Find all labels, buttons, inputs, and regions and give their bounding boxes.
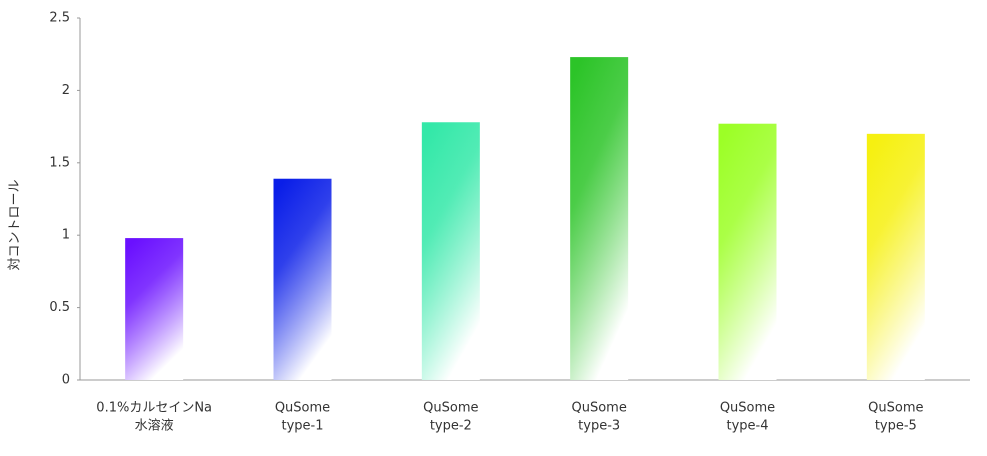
y-axis-label: 対コントロール [8,179,23,270]
y-tick-label: 1.5 [49,155,70,170]
x-tick-label: QuSome [868,401,923,416]
x-tick-label: type-3 [578,419,620,434]
x-tick-label: type-5 [875,419,917,434]
x-tick-label: QuSome [571,401,626,416]
bar [866,133,925,380]
x-tick-label: 水溶液 [135,419,174,434]
bar [125,238,184,380]
bar [421,122,480,381]
x-tick-label: type-2 [430,419,472,434]
y-tick-label: 2.5 [49,11,70,26]
y-tick-label: 0.5 [49,300,70,315]
x-tick-label: 0.1%カルセインNa [96,401,212,416]
bar [273,178,332,380]
y-tick-label: 0 [62,373,70,388]
y-tick-label: 2 [62,83,70,98]
y-tick-label: 1 [62,228,70,243]
x-tick-label: QuSome [275,401,330,416]
bar [570,57,629,380]
x-tick-label: QuSome [720,401,775,416]
x-tick-label: QuSome [423,401,478,416]
x-tick-label: type-1 [281,419,323,434]
bar [718,123,777,380]
x-tick-label: type-4 [726,419,768,434]
